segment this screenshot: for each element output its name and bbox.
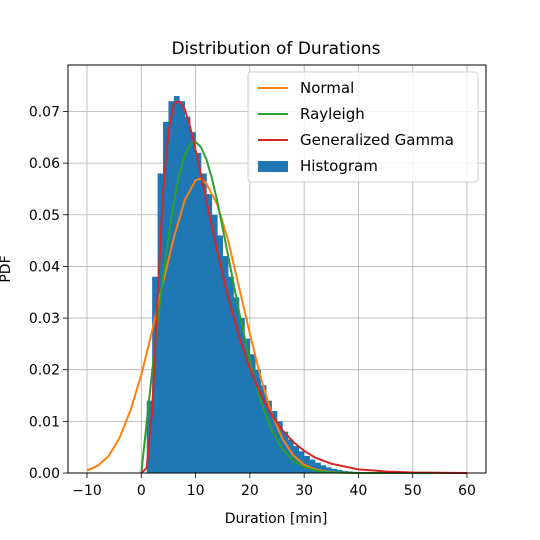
fit-curves <box>86 100 468 474</box>
histogram-bar <box>293 446 300 473</box>
histogram-bar <box>266 400 272 473</box>
y-tick-label: 0.00 <box>29 466 60 482</box>
histogram-bar <box>217 235 224 473</box>
histogram-bar <box>157 173 164 474</box>
histogram-bar <box>309 459 316 473</box>
y-tick-label: 0.05 <box>29 208 60 224</box>
y-tick-label: 0.02 <box>29 363 60 379</box>
x-axis-ticks: −10 0 10 20 30 40 50 60 <box>72 473 476 499</box>
histogram-bar <box>184 116 191 473</box>
histogram-bar <box>320 465 327 473</box>
histogram-bar <box>249 354 256 473</box>
histogram-bar <box>179 101 186 473</box>
histogram-bar <box>168 101 175 473</box>
x-tick-label: 10 <box>187 483 205 499</box>
histogram-bar <box>260 385 267 473</box>
legend-label: Rayleigh <box>300 105 365 123</box>
y-axis-label: PDF <box>0 255 14 282</box>
histogram-bar <box>190 132 196 474</box>
plot-frame <box>67 64 487 474</box>
y-tick-label: 0.07 <box>29 104 60 120</box>
x-tick-label: 60 <box>458 483 476 499</box>
histogram-bar <box>277 421 283 473</box>
histogram-bar <box>239 318 245 473</box>
y-tick-label: 0.03 <box>29 311 60 327</box>
legend: Normal Rayleigh Generalized Gamma Histogram <box>247 71 479 183</box>
y-tick-label: 0.06 <box>29 156 60 172</box>
series-line-rayleigh <box>140 140 467 474</box>
histogram-bar <box>271 411 278 473</box>
x-tick-label: 50 <box>404 483 422 499</box>
y-tick-label: 0.01 <box>29 414 60 430</box>
legend-box <box>247 71 479 183</box>
histogram-bar <box>255 369 262 473</box>
histogram-bar <box>331 468 338 473</box>
histogram-bar <box>287 439 294 473</box>
legend-label: Normal <box>300 79 354 97</box>
x-axis-label: Duration [min] <box>225 511 328 527</box>
legend-label: Generalized Gamma <box>300 131 454 149</box>
x-tick-label: 0 <box>137 483 146 499</box>
x-tick-label: 20 <box>241 483 259 499</box>
legend-swatch <box>258 161 288 172</box>
x-tick-label: −10 <box>72 483 102 499</box>
chart-title: Distribution of Durations <box>171 39 380 59</box>
series-line-generalized-gamma <box>140 100 468 474</box>
y-axis-ticks: 0.00 0.01 0.02 0.03 0.04 0.05 0.06 0.07 <box>29 104 68 482</box>
histogram-bar <box>336 469 343 473</box>
histogram-bar <box>304 455 310 473</box>
histogram-bar <box>211 214 218 473</box>
histogram-bar <box>325 467 332 473</box>
histogram-bar <box>163 121 169 474</box>
histogram-bar <box>201 173 207 474</box>
histogram-bar <box>152 276 158 473</box>
y-tick-label: 0.04 <box>29 259 60 275</box>
x-tick-label: 40 <box>350 483 368 499</box>
histogram-bar <box>244 338 251 473</box>
x-tick-label: 30 <box>295 483 313 499</box>
histogram-bar <box>228 276 234 473</box>
histogram-bar <box>195 152 202 473</box>
histogram-bar <box>206 194 213 473</box>
histogram-bar <box>222 256 229 473</box>
legend-label: Histogram <box>300 157 378 175</box>
histogram-bar <box>315 462 321 473</box>
histogram-bar <box>173 95 180 474</box>
histogram-bar <box>233 297 240 473</box>
